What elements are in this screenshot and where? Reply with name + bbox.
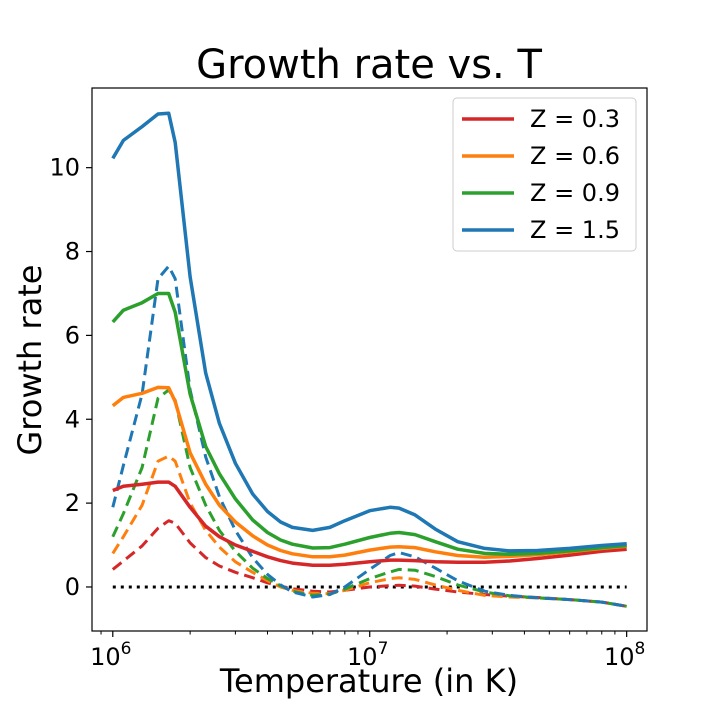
series-3-solid-line	[111, 111, 627, 553]
legend-label-0: Z = 0.3	[530, 105, 620, 133]
y-tick-label: 0	[65, 573, 80, 601]
x-tick-exponent: 8	[635, 639, 646, 659]
series-2-solid-line	[111, 291, 627, 557]
series-3-dashed-line	[111, 264, 627, 608]
series-1-solid-line	[111, 385, 627, 559]
x-tick-label: 107	[347, 639, 388, 671]
series-0-solid-line	[112, 480, 627, 567]
y-tick-label: 6	[65, 321, 80, 349]
legend-label-2: Z = 0.9	[530, 179, 620, 207]
legend-label-3: Z = 1.5	[530, 216, 620, 244]
x-tick-base: 10	[90, 643, 121, 671]
y-tick-label: 10	[49, 154, 80, 182]
plot-lines	[111, 111, 627, 608]
x-tick-label: 106	[90, 639, 131, 671]
chart-title: Growth rate vs. T	[196, 42, 542, 88]
series-1-dashed-line	[111, 454, 627, 608]
legend-label-1: Z = 0.6	[530, 142, 620, 170]
y-tick-label: 2	[65, 489, 80, 517]
series-2-dashed-line	[111, 388, 627, 608]
x-tick-exponent: 7	[378, 639, 389, 659]
y-tick-label: 4	[65, 405, 80, 433]
x-axis-label: Temperature (in K)	[219, 662, 518, 700]
series-0-dashed-line	[111, 519, 627, 608]
y-axis-label: Growth rate	[11, 265, 49, 456]
x-tick-exponent: 6	[121, 639, 132, 659]
x-tick-label: 108	[604, 639, 645, 671]
y-tick-label: 8	[65, 238, 80, 266]
x-tick-base: 10	[604, 643, 635, 671]
legend: Z = 0.3 Z = 0.6 Z = 0.9 Z = 1.5	[452, 97, 637, 252]
x-tick-base: 10	[347, 643, 378, 671]
legend-box	[452, 97, 637, 252]
